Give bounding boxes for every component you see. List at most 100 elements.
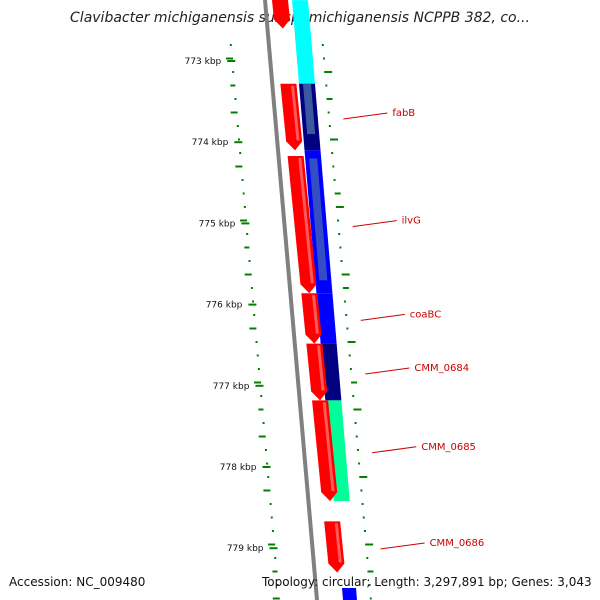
gc-dot-left: [248, 260, 251, 262]
gc-dot-right: [345, 314, 348, 316]
scale-ticks: 773 kbp 774 kbp 775 kbp 776 kbp 777 kbp 778 k…: [185, 57, 278, 554]
cds-arrow-ilvg: [287, 156, 317, 294]
gc-dot-right: [369, 597, 372, 600]
gc-dot-right: [334, 192, 341, 195]
cog-segment-edge: [342, 588, 357, 600]
tick-label-774: 774 kbp: [192, 138, 229, 148]
gc-dot-left: [252, 300, 255, 303]
gc-dot-right: [327, 111, 330, 114]
gc-dot-right: [349, 368, 352, 370]
gc-dot-right: [340, 260, 343, 262]
gc-dot-right: [331, 152, 334, 154]
gc-dot-left: [238, 138, 241, 141]
gc-dot-left: [234, 98, 237, 100]
gene-label-cmm_0685: CMM_0685: [421, 442, 476, 453]
gc-dot-right: [358, 462, 361, 465]
gc-dot-right: [354, 422, 357, 424]
leader-cmm_0684: [365, 367, 410, 375]
gc-dot-left: [274, 557, 277, 559]
cds-arrow-cmm_0684: [306, 343, 328, 401]
gc-dot-right: [328, 125, 331, 127]
gc-dot-left: [241, 179, 244, 181]
gc-dot-right: [335, 206, 344, 208]
gc-dot-left: [262, 422, 265, 424]
gc-dot-left: [230, 111, 238, 114]
cds-highlight-2: [298, 158, 314, 284]
cog-shade-1: [302, 83, 316, 135]
gc-dot-left: [239, 152, 242, 154]
gc-dot-right: [363, 530, 366, 532]
gc-dot-right: [344, 300, 347, 303]
gc-dot-right: [338, 233, 341, 235]
gc-dot-right: [330, 138, 339, 141]
gc-dot-right: [322, 57, 325, 60]
cds-highlight-4: [317, 345, 325, 391]
gc-dot-left: [256, 354, 259, 357]
gc-dot-right: [356, 449, 359, 451]
gc-dot-right: [346, 327, 349, 330]
cds-highlight-1: [291, 85, 300, 141]
gc-dot-right: [368, 584, 371, 586]
gc-dot-left: [272, 570, 278, 573]
gc-dot-right: [351, 381, 358, 384]
tick-label-775: 775 kbp: [199, 219, 236, 229]
gc-dot-right: [361, 503, 364, 505]
cog-segment-6: [325, 400, 350, 502]
gc-dot-left: [236, 125, 239, 127]
gene-label-cmm_0684: CMM_0684: [414, 363, 469, 374]
tick-label-776: 776 kbp: [206, 301, 243, 311]
gc-dot-left: [225, 57, 233, 60]
gc-dot-left: [244, 273, 252, 276]
gc-dot-right: [321, 44, 324, 46]
gc-dot-left: [242, 192, 245, 195]
gc-dot-left: [260, 395, 263, 397]
cds-highlight-3: [312, 295, 319, 334]
gc-dot-left: [258, 435, 266, 438]
cog-track: [292, 0, 357, 600]
gene-label-fabb: fabB: [392, 108, 415, 119]
gc-dot-right: [367, 570, 374, 573]
leader-fabb: [343, 112, 388, 120]
gc-dot-right: [355, 435, 358, 438]
gc-dot-left: [266, 462, 269, 465]
leader-cmm_0685: [372, 446, 417, 454]
genome-stats: Topology: circular; Length: 3,297,891 bp…: [262, 575, 592, 589]
leader-ilvg: [352, 220, 397, 228]
gc-dot-right: [352, 395, 355, 397]
gc-dot-right: [324, 71, 333, 73]
gc-dot-left: [272, 597, 280, 600]
tick-label-773: 773 kbp: [185, 57, 222, 67]
gc-dot-right: [337, 219, 340, 222]
gc-dot-left: [268, 543, 276, 546]
gc-dot-left: [250, 287, 253, 289]
cds-arrow-fabb: [280, 83, 303, 151]
gc-dot-right: [366, 557, 369, 559]
gc-dot-left: [243, 206, 246, 208]
gc-dot-left: [267, 476, 270, 478]
gene-label-coabc: coaBC: [410, 309, 441, 320]
gc-dot-right: [353, 408, 362, 411]
gc-dot-left: [269, 503, 272, 505]
gc-dot-left: [254, 381, 262, 384]
gc-dot-left: [249, 327, 257, 330]
gc-dot-right: [360, 489, 363, 492]
gc-dot-right: [347, 341, 356, 343]
gc-dot-right: [365, 543, 374, 546]
gc-dot-left: [264, 449, 267, 451]
gc-dot-right: [362, 516, 365, 519]
cds-arrow-0: [272, 0, 290, 29]
gc-dot-left: [276, 584, 279, 586]
gc-dot-left: [230, 84, 236, 87]
gc-dot-left: [246, 233, 249, 235]
backbone-line: [263, 0, 319, 600]
gc-dot-left: [257, 368, 260, 370]
gc-dot-left: [244, 246, 250, 249]
cds-highlight-5: [322, 402, 335, 492]
gc-dot-left: [270, 516, 273, 519]
tick-label-778: 778 kbp: [220, 463, 257, 473]
gc-dot-left: [271, 530, 274, 532]
gc-dot-left: [263, 489, 271, 492]
gc-dot-right: [325, 84, 328, 87]
cds-arrow-cmm_0685: [312, 400, 338, 502]
